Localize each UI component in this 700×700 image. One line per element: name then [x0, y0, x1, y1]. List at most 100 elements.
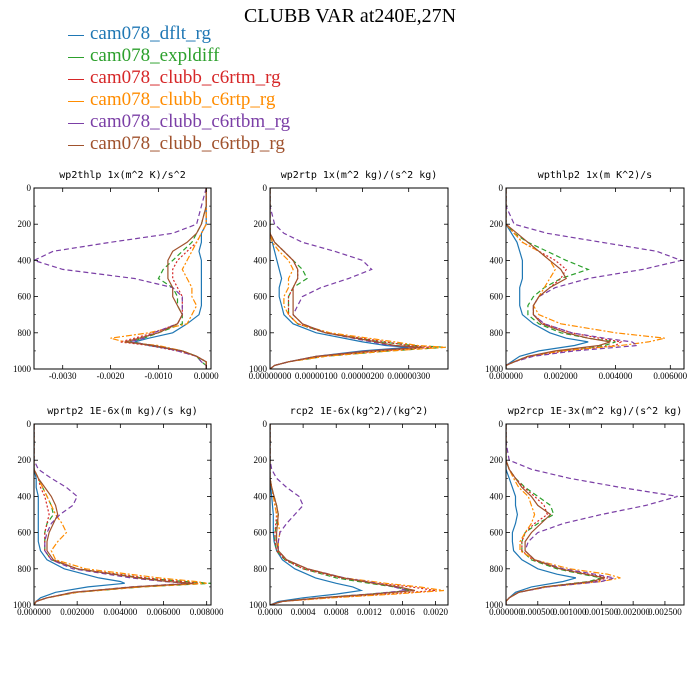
legend-label: cam078_clubb_c6rtbm_rg [90, 111, 291, 132]
plot-frame [505, 187, 685, 370]
panel-title: rcp2 1E-6x(kg^2)/(kg^2) [290, 406, 428, 417]
y-tick-label: 400 [490, 255, 504, 265]
chart-panel: wpthlp2 1x(m K^2)/s020040060080010000.00… [485, 170, 688, 381]
plot-frame [269, 187, 449, 370]
y-tick-label: 400 [18, 491, 32, 501]
y-tick-label: 0 [499, 419, 504, 429]
x-tick-label: 0.0004 [291, 607, 316, 617]
legend-label: cam078_dflt_rg [90, 23, 212, 44]
x-tick-label: 0.0008 [324, 607, 349, 617]
x-tick-label: 0.00000000 [249, 371, 292, 381]
series-line [506, 188, 684, 369]
y-tick-label: 800 [254, 328, 268, 338]
plot-frame [33, 423, 212, 606]
panel-title: wp2rcp 1E-3x(m^2 kg)/(s^2 kg) [508, 406, 683, 417]
x-tick-label: 0.002000 [616, 607, 650, 617]
panel-title: wp2thlp 1x(m^2 K)/s^2 [59, 170, 185, 181]
legend-label: cam078_clubb_c6rtbp_rg [90, 133, 285, 154]
y-tick-label: 200 [490, 455, 504, 465]
series-line [506, 424, 608, 605]
chart-panel: wp2rtp 1x(m^2 kg)/(s^2 kg) 0 200 400 600 800 1… [249, 170, 449, 381]
y-tick-label: 600 [490, 528, 504, 538]
x-tick-label: 0.0016 [390, 607, 415, 617]
y-tick-label: 1000 [249, 600, 268, 610]
plot-frame [505, 423, 685, 606]
x-tick-label: -0.0010 [145, 371, 173, 381]
legend-line-swatch [68, 101, 84, 102]
series-line [270, 424, 444, 605]
x-tick-label: 0.002000 [544, 371, 578, 381]
x-tick-label: 0.00000200 [341, 371, 384, 381]
y-tick-label: 600 [254, 528, 268, 538]
x-tick-label: 0.00000100 [295, 371, 338, 381]
chart-panel: wp2rcp 1E-3x(m^2 kg)/(s^2 kg) 0 200 400 600 8… [485, 406, 685, 617]
panel-title: wprtp2 1E-6x(m kg)/(s kg) [47, 406, 198, 417]
y-tick-label: 0 [27, 183, 32, 193]
y-tick-label: 200 [254, 219, 268, 229]
plot-frame [269, 423, 449, 606]
series-line [34, 424, 194, 605]
x-tick-label: 0.000000 [17, 607, 51, 617]
y-tick-label: 0 [499, 183, 504, 193]
x-tick-label: 0.000000 [489, 371, 523, 381]
chart-panel: wp2thlp 1x(m^2 K)/s^2 0 200 400 600 800 1000 -0… [13, 170, 219, 381]
y-tick-label: 600 [254, 292, 268, 302]
x-tick-label: 0.001000 [553, 607, 587, 617]
y-tick-label: 0 [263, 419, 268, 429]
y-tick-label: 800 [490, 328, 504, 338]
y-tick-label: 400 [18, 255, 32, 265]
series-line [506, 188, 623, 369]
series-line [270, 188, 432, 369]
series-line [270, 424, 364, 605]
panel-title: wp2rtp 1x(m^2 kg)/(s^2 kg) [281, 170, 438, 181]
x-tick-label: 0.004000 [103, 607, 137, 617]
x-tick-label: 0.0020 [423, 607, 448, 617]
legend-label: cam078_expldiff [90, 45, 220, 66]
x-tick-label: 0.0000 [194, 371, 219, 381]
x-tick-label: 0.001500 [584, 607, 618, 617]
y-tick-label: 800 [490, 564, 504, 574]
series-line [34, 424, 190, 605]
y-tick-label: 1000 [13, 364, 32, 374]
y-tick-label: 600 [18, 292, 32, 302]
x-tick-label: 0.004000 [599, 371, 633, 381]
series-line [270, 424, 407, 605]
x-tick-label: 0.000000 [489, 607, 523, 617]
x-tick-label: 0.008000 [190, 607, 224, 617]
series-line [506, 188, 611, 369]
series-line [506, 424, 602, 605]
series-line [506, 424, 678, 605]
y-tick-label: 600 [18, 528, 32, 538]
x-tick-label: 0.0000 [258, 607, 283, 617]
series-line [34, 188, 207, 369]
x-tick-label: 0.0012 [357, 607, 382, 617]
legend-line-swatch [68, 79, 84, 80]
y-tick-label: 400 [254, 491, 268, 501]
series-line [34, 424, 207, 605]
y-tick-label: 1000 [485, 600, 504, 610]
y-tick-label: 800 [18, 564, 32, 574]
y-tick-label: 400 [490, 491, 504, 501]
x-tick-label: -0.0030 [49, 371, 77, 381]
series-line [270, 188, 446, 369]
series-line [506, 424, 577, 605]
chart-panel: wprtp2 1E-6x(m kg)/(s kg) 0 200 400 600 800 10… [13, 406, 224, 617]
legend-line-swatch [68, 145, 84, 146]
y-tick-label: 400 [254, 255, 268, 265]
y-tick-label: 200 [18, 219, 32, 229]
x-tick-label: 0.006000 [147, 607, 181, 617]
x-tick-label: 0.006000 [653, 371, 687, 381]
y-tick-label: 0 [263, 183, 268, 193]
series-line [270, 188, 446, 369]
legend-line-swatch [68, 57, 84, 58]
y-tick-label: 800 [18, 328, 32, 338]
y-tick-label: 200 [18, 455, 32, 465]
panel-title: wpthlp2 1x(m K^2)/s [538, 170, 652, 181]
figure-title: CLUBB VAR at240E,27N [243, 5, 457, 27]
y-tick-label: 600 [490, 292, 504, 302]
x-tick-label: 0.000500 [521, 607, 555, 617]
y-tick-label: 1000 [485, 364, 504, 374]
legend-label: cam078_clubb_c6rtp_rg [90, 89, 276, 110]
legend-line-swatch [68, 123, 84, 124]
